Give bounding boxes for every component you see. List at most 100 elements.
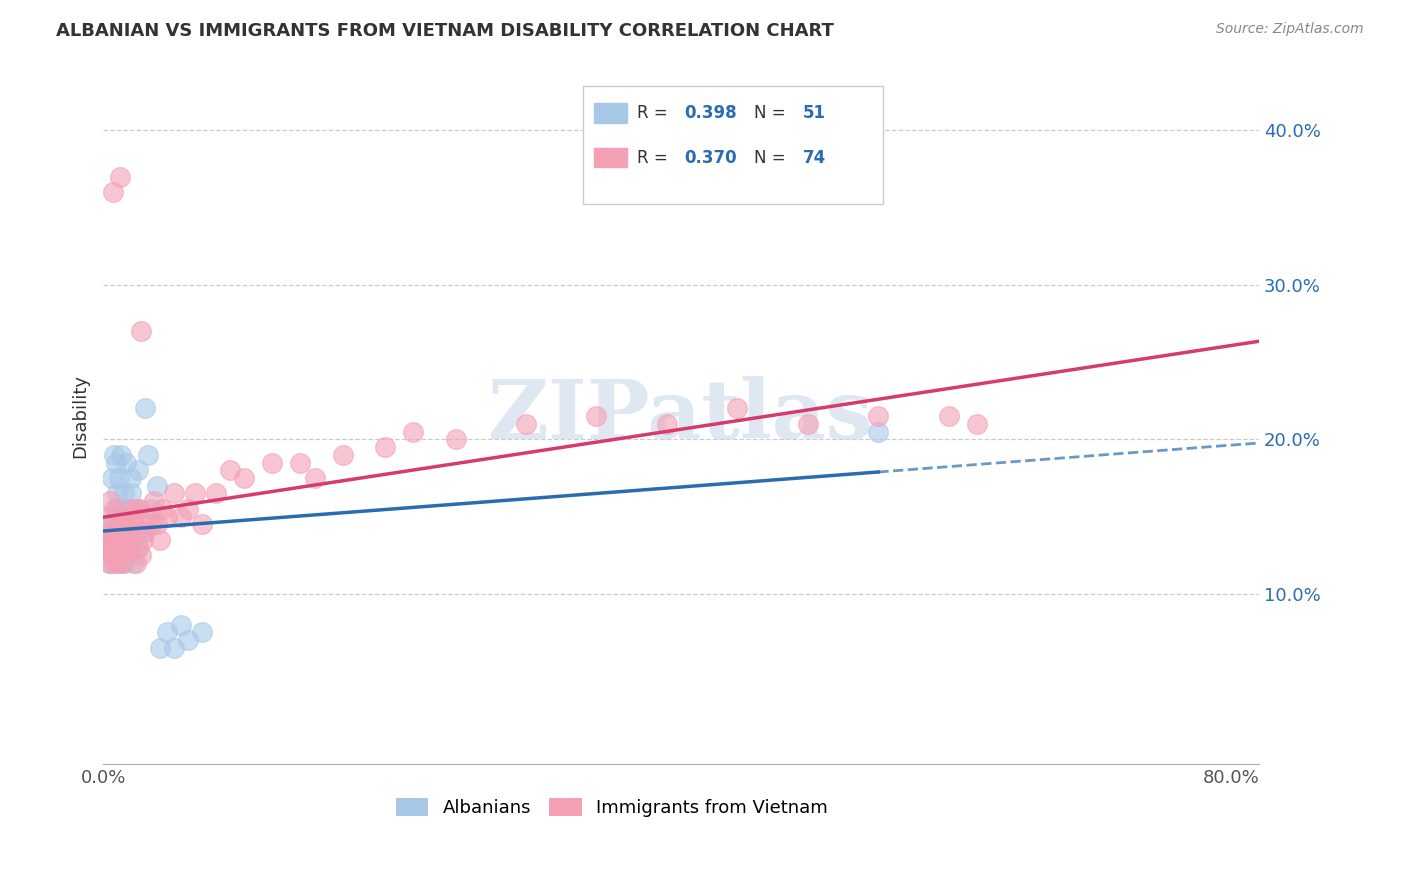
Point <box>125 501 148 516</box>
Point <box>655 417 678 431</box>
Bar <box>595 148 627 168</box>
Point <box>110 517 132 532</box>
Point <box>150 501 173 516</box>
Point <box>108 556 131 570</box>
Point <box>103 501 125 516</box>
Point <box>103 448 125 462</box>
Point <box>136 509 159 524</box>
Point <box>98 556 121 570</box>
Point <box>725 401 748 416</box>
Point <box>515 417 537 431</box>
Point <box>148 533 170 547</box>
Point <box>127 541 149 555</box>
Point <box>585 409 607 424</box>
Point <box>108 517 131 532</box>
Point <box>108 548 131 562</box>
Point <box>120 541 142 555</box>
Point <box>107 524 129 539</box>
Point <box>868 409 890 424</box>
Point <box>104 548 127 562</box>
Point <box>112 517 135 532</box>
Point <box>117 501 139 516</box>
Point <box>101 517 124 532</box>
Point <box>134 401 156 416</box>
Point <box>139 517 162 532</box>
Point <box>118 533 141 547</box>
Point <box>127 463 149 477</box>
Legend: Albanians, Immigrants from Vietnam: Albanians, Immigrants from Vietnam <box>388 790 835 824</box>
Point <box>114 533 136 547</box>
Point <box>104 533 127 547</box>
Point <box>191 517 214 532</box>
Point <box>98 533 121 547</box>
Text: ZIPatlas: ZIPatlas <box>488 376 873 456</box>
Point <box>110 533 132 547</box>
Point <box>117 533 139 547</box>
Point <box>142 494 165 508</box>
Point <box>121 509 143 524</box>
Point <box>107 541 129 555</box>
Point <box>129 324 152 338</box>
Point <box>100 548 122 562</box>
Point <box>444 433 467 447</box>
Point <box>100 471 122 485</box>
Point <box>120 471 142 485</box>
Point <box>184 486 207 500</box>
Point <box>91 741 114 756</box>
Point <box>128 501 150 516</box>
Point <box>139 501 162 516</box>
FancyBboxPatch shape <box>583 86 883 204</box>
Point <box>98 524 121 539</box>
Point <box>938 409 960 424</box>
Point <box>121 556 143 570</box>
Point <box>97 533 120 547</box>
Point <box>304 471 326 485</box>
Point <box>145 479 167 493</box>
Point <box>98 509 121 524</box>
Bar <box>595 103 627 123</box>
Point <box>111 501 134 516</box>
Point <box>105 541 128 555</box>
Point <box>104 524 127 539</box>
Point <box>105 501 128 516</box>
Point <box>177 501 200 516</box>
Point <box>131 533 153 547</box>
Point <box>103 556 125 570</box>
Point <box>129 548 152 562</box>
Point <box>120 524 142 539</box>
Point <box>110 541 132 555</box>
Point <box>107 471 129 485</box>
Y-axis label: Disability: Disability <box>72 374 89 458</box>
Point <box>134 524 156 539</box>
Point <box>131 524 153 539</box>
Point <box>118 517 141 532</box>
Point <box>162 486 184 500</box>
Point <box>122 517 145 532</box>
Point <box>148 640 170 655</box>
Point <box>114 456 136 470</box>
Text: 51: 51 <box>803 104 825 122</box>
Point <box>100 541 122 555</box>
Point <box>402 425 425 439</box>
Point <box>124 556 146 570</box>
Point <box>112 556 135 570</box>
Point <box>191 625 214 640</box>
Point <box>105 509 128 524</box>
Text: R =: R = <box>637 104 673 122</box>
Text: Source: ZipAtlas.com: Source: ZipAtlas.com <box>1216 22 1364 37</box>
Point <box>233 471 256 485</box>
Point <box>868 425 890 439</box>
Point <box>374 440 396 454</box>
Point <box>105 486 128 500</box>
Point <box>94 541 117 555</box>
Point <box>262 456 284 470</box>
Point <box>169 509 191 524</box>
Point <box>97 517 120 532</box>
Point <box>115 524 138 539</box>
Point <box>155 625 177 640</box>
Point <box>101 524 124 539</box>
Text: ALBANIAN VS IMMIGRANTS FROM VIETNAM DISABILITY CORRELATION CHART: ALBANIAN VS IMMIGRANTS FROM VIETNAM DISA… <box>56 22 834 40</box>
Point <box>120 486 142 500</box>
Point <box>114 524 136 539</box>
Text: 0.370: 0.370 <box>685 149 737 167</box>
